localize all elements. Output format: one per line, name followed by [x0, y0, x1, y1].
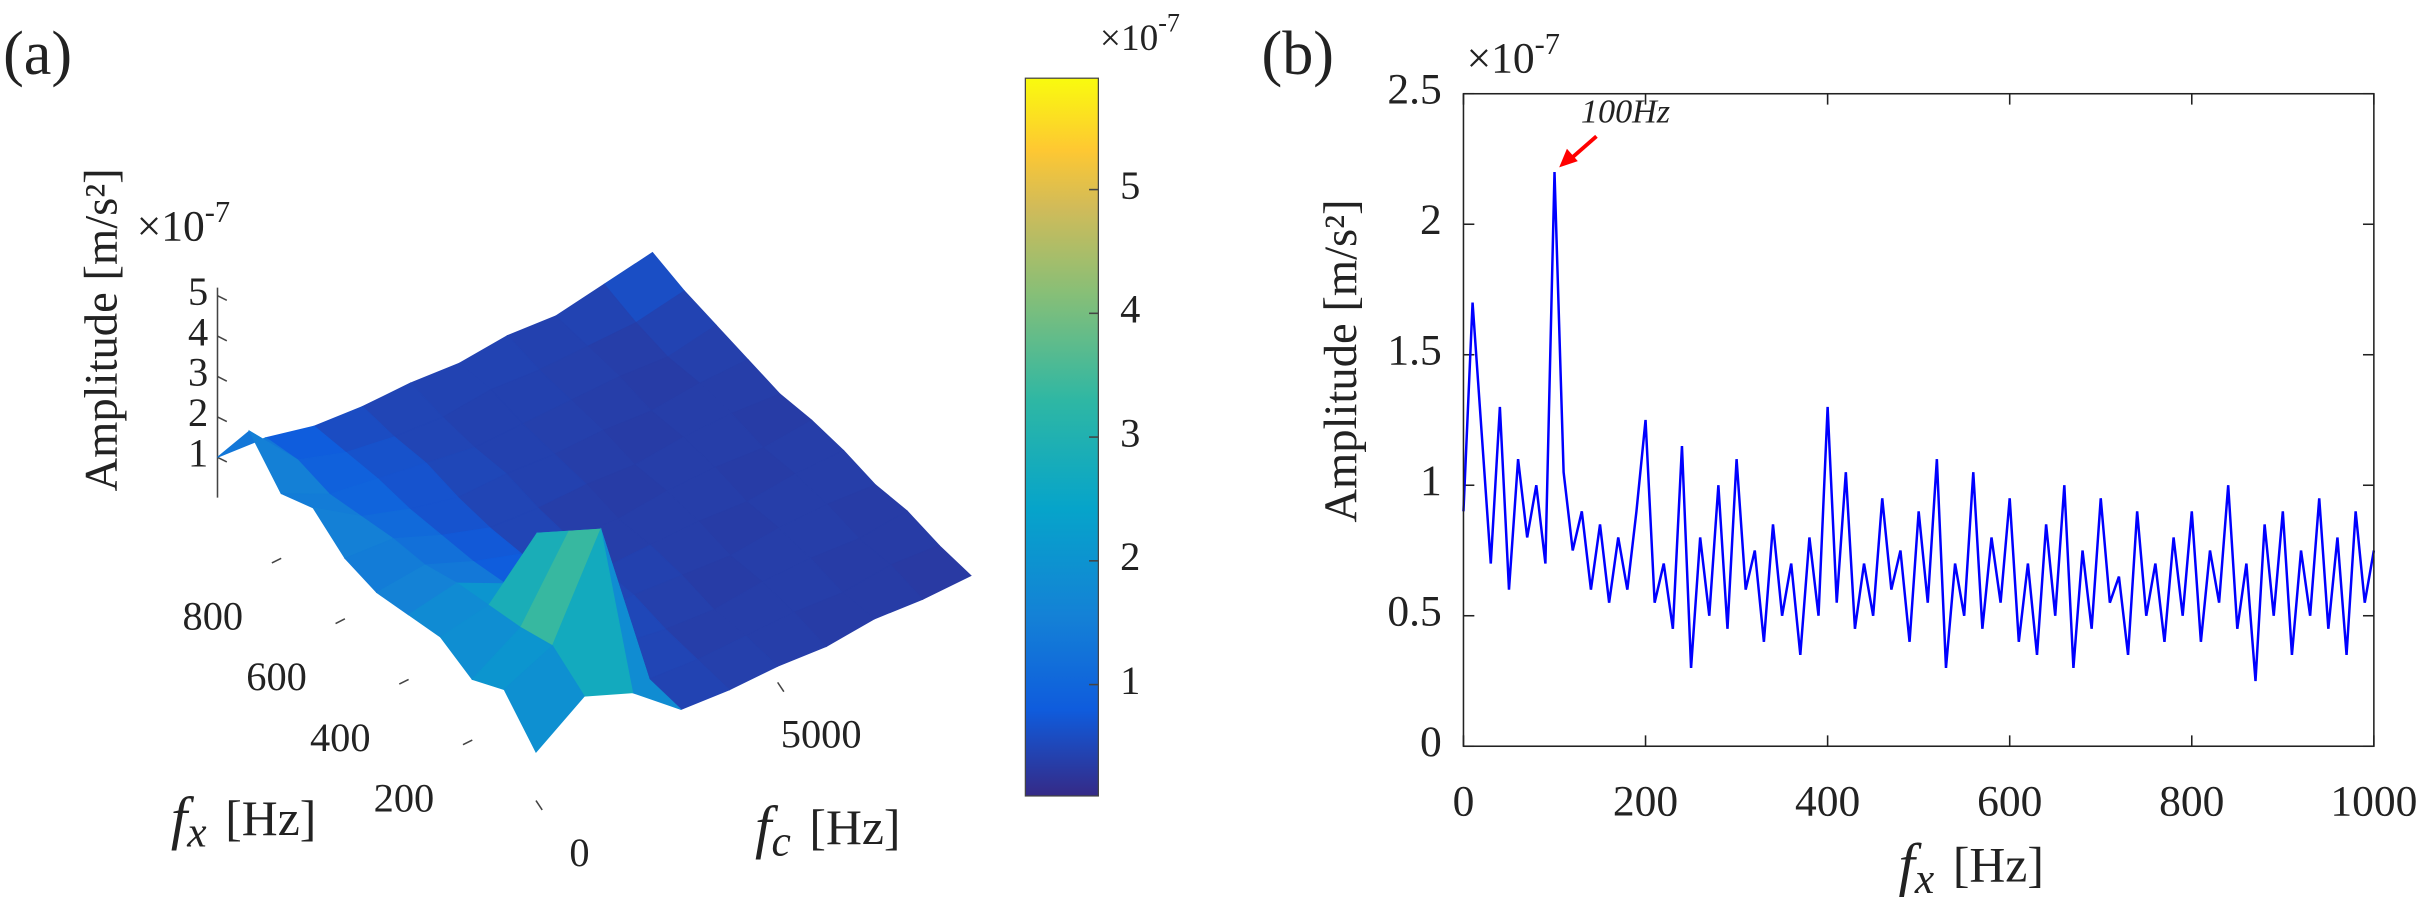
y-axis-label: Amplitude [m/s²] — [1315, 199, 1367, 522]
y-tick-label: 0.5 — [1387, 588, 1441, 636]
fx-tick-label: 200 — [374, 775, 435, 820]
surface-patch — [503, 644, 585, 753]
fc-tick-label: 0 — [569, 830, 589, 875]
exponent-label: ×10-7 — [1100, 8, 1180, 58]
axis-label: fx [Hz] — [1898, 831, 2043, 903]
annotation-arrow — [1570, 134, 1598, 160]
z-tick-label: 1 — [188, 431, 208, 476]
axis-subscript: x — [1914, 855, 1934, 903]
plot-frame — [1462, 92, 2375, 748]
axis-subscript: c — [771, 818, 790, 866]
colorbar — [1024, 77, 1099, 797]
colorbar-tick-label: 2 — [1120, 534, 1140, 579]
axis-unit: [Hz] — [225, 791, 316, 846]
colorbar-tick-label: 5 — [1120, 163, 1140, 208]
x-tick-label: 400 — [1795, 777, 1860, 825]
x-tick-label: 200 — [1613, 777, 1678, 825]
axis-unit: [Hz] — [809, 801, 900, 856]
exponent-label: ×10-7 — [1467, 27, 1560, 83]
fx-tick-label: 400 — [310, 715, 371, 760]
fx-tick — [398, 678, 409, 685]
y-tick-label: 2 — [1420, 196, 1442, 244]
z-tick-label: 4 — [188, 309, 208, 354]
axis-label: fc [Hz] — [755, 794, 900, 866]
fx-tick-label: 800 — [183, 594, 244, 639]
exponent-power: -7 — [1535, 27, 1560, 61]
fx-tick — [462, 739, 473, 746]
colorbar-tick-label: 1 — [1120, 658, 1140, 703]
panel-label: (b) — [1261, 20, 1333, 88]
y-tick-label: 1 — [1420, 457, 1442, 505]
exponent-base: ×10 — [1100, 17, 1158, 58]
axis-unit: [Hz] — [1953, 838, 2044, 893]
z-tick-label: 3 — [188, 350, 208, 395]
x-tick-label: 0 — [1453, 777, 1475, 825]
axis-subscript: x — [186, 808, 206, 856]
fc-tick-label: 5000 — [781, 712, 862, 757]
x-tick-label: 1000 — [2330, 777, 2417, 825]
panel-label: (a) — [3, 20, 72, 88]
z-axis-label: Amplitude [m/s²] — [75, 168, 127, 491]
exponent-power: -7 — [1158, 8, 1180, 37]
annotation-text: 100Hz — [1581, 93, 1670, 130]
annotation-arrowhead — [1559, 148, 1578, 168]
z-tick-label: 5 — [188, 269, 208, 314]
z-tick — [217, 416, 228, 423]
z-tick — [217, 335, 228, 342]
exponent-power: -7 — [205, 195, 230, 229]
exponent-base: ×10 — [1467, 35, 1535, 83]
exponent-label: ×10-7 — [137, 195, 230, 251]
y-tick-label: 0 — [1420, 718, 1442, 766]
x-tick-label: 600 — [1977, 777, 2042, 825]
fx-tick — [335, 618, 346, 625]
data-line — [1462, 172, 2376, 682]
fx-tick — [271, 557, 282, 564]
colorbar-tick-label: 3 — [1120, 410, 1140, 455]
z-tick-label: 2 — [188, 390, 208, 435]
z-tick — [217, 295, 228, 302]
x-tick-label: 800 — [2159, 777, 2224, 825]
exponent-base: ×10 — [137, 202, 205, 250]
fc-tick — [777, 681, 785, 693]
z-tick — [217, 375, 228, 382]
z-tick — [217, 456, 228, 463]
y-tick-label: 2.5 — [1387, 66, 1441, 114]
axis-label: fx [Hz] — [171, 784, 316, 856]
fx-tick-label: 600 — [246, 654, 307, 699]
colorbar-tick-label: 4 — [1120, 287, 1140, 332]
fc-tick — [535, 800, 543, 811]
y-tick-label: 1.5 — [1387, 327, 1441, 375]
